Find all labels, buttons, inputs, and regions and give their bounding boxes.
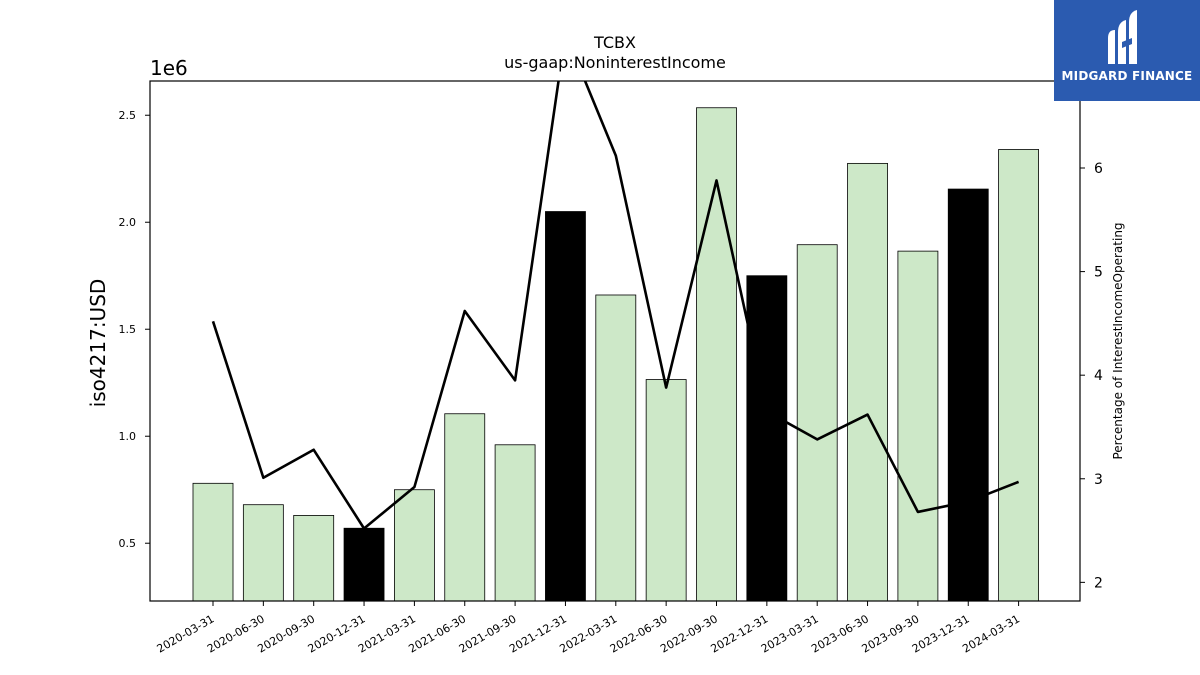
plot-frame <box>149 80 1081 602</box>
y2-tick-label: 5 <box>1094 265 1103 281</box>
bar-2020-12-31 <box>343 527 385 602</box>
y-axis-offset-label: 1e6 <box>150 56 188 80</box>
bar-2020-06-30 <box>242 504 284 602</box>
bar-2021-12-31 <box>545 211 586 602</box>
bar-2021-09-30 <box>494 444 536 602</box>
line-percentage <box>211 81 1020 530</box>
y-tick-label: 1.0 <box>119 430 137 443</box>
y2-tick-label: 3 <box>1094 472 1103 488</box>
chart-subtitle: us-gaap:NoninterestIncome <box>504 53 726 72</box>
bar-2023-09-30 <box>897 250 939 602</box>
y-axis: 0.5 1.0 1.5 2.0 2.5 <box>119 109 150 550</box>
bar-2022-03-31 <box>595 294 637 602</box>
x-axis: 2020-03-312020-06-302020-09-302020-12-31… <box>155 601 1022 656</box>
y2-axis-label: Percentage of InterestIncomeOperating <box>1111 222 1125 459</box>
logo-text: MIDGARD FINANCE <box>1061 69 1193 83</box>
y-tick-label: 0.5 <box>119 537 137 550</box>
bar-2022-09-30 <box>696 107 737 602</box>
y-tick-label: 2.5 <box>119 109 137 122</box>
brand-logo: MIDGARD FINANCE <box>1054 0 1200 101</box>
y-axis-label: iso4217:USD <box>86 279 110 408</box>
bar-series <box>192 107 1039 602</box>
x-tick-label: 2024-03-31 <box>960 612 1022 655</box>
y-tick-label: 1.5 <box>119 323 137 336</box>
bar-2021-06-30 <box>444 413 486 602</box>
bar-2022-06-30 <box>645 379 687 602</box>
bar-2023-03-31 <box>796 244 838 602</box>
bar-2021-03-31 <box>393 489 435 602</box>
bar-2022-12-31 <box>746 275 788 602</box>
bar-2020-09-30 <box>293 515 335 602</box>
bar-2020-03-31 <box>192 482 234 602</box>
logo-mark-icon <box>1108 10 1137 64</box>
y2-axis: 2 3 4 5 6 <box>1080 161 1103 591</box>
bar-2023-06-30 <box>847 162 888 602</box>
y2-tick-label: 2 <box>1094 575 1103 591</box>
bar-2024-03-31 <box>998 149 1039 602</box>
y2-tick-label: 6 <box>1094 161 1103 177</box>
y-tick-label: 2.0 <box>119 216 137 229</box>
y2-tick-label: 4 <box>1094 368 1103 384</box>
chart-title: TCBX <box>593 33 636 52</box>
line-series <box>211 81 1020 530</box>
bar-2023-12-31 <box>947 188 989 602</box>
